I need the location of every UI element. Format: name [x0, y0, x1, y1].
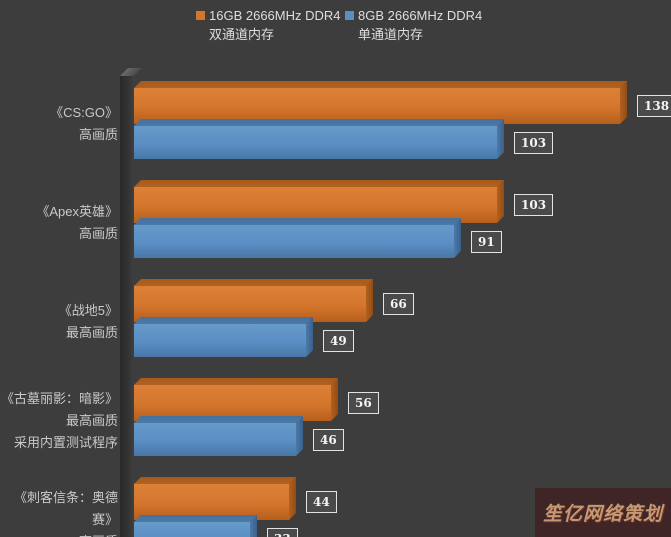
category-label: 《CS:GO》高画质: [0, 86, 118, 161]
bar-dual-channel-end-face: [366, 279, 373, 322]
bar-dual-channel-top-face: [134, 378, 338, 385]
category-label-line: 最高画质: [65, 412, 118, 428]
bar-dual-channel-end-face: [289, 477, 296, 520]
legend-swatch-blue-icon: [345, 11, 354, 20]
category-label-line: 《刺客信条：奥德赛》: [13, 489, 118, 527]
category-label-line: 高画质: [79, 531, 118, 537]
legend-item-single-channel: 8GB 2666MHz DDR4 单通道内存: [345, 6, 482, 44]
legend-label-single-line2: 单通道内存: [358, 27, 424, 42]
value-label: 91: [471, 230, 502, 253]
bar-single-channel: [134, 324, 306, 357]
bar-single-channel-top-face: [134, 515, 257, 522]
bar-single-channel-top-face: [134, 416, 303, 423]
bar-dual-channel-end-face: [331, 378, 338, 421]
bar-single-channel-end-face: [306, 317, 313, 357]
bar-dual-channel-top-face: [134, 477, 296, 484]
bar-single-channel: [134, 522, 250, 537]
bar-single-channel-top-face: [134, 317, 313, 324]
bar-dual-channel-end-face: [497, 180, 504, 223]
axis-wall: [120, 76, 134, 537]
legend-label-dual-line1: 16GB 2666MHz DDR4: [209, 8, 341, 23]
category-label-line: 《战地5》: [58, 302, 118, 318]
value-label: 46: [313, 428, 344, 451]
bar-single-channel-end-face: [497, 119, 504, 159]
category-label-line: 高画质: [78, 126, 118, 142]
value-label: 66: [383, 293, 414, 315]
bar-single-channel: [134, 423, 296, 456]
legend-label-single-line1: 8GB 2666MHz DDR4: [358, 8, 483, 23]
bar-dual-channel: [134, 484, 289, 520]
bar-dual-channel-top-face: [134, 81, 627, 88]
bar-dual-channel: [134, 286, 366, 322]
category-label-line: 《CS:GO》: [50, 104, 118, 120]
category-label: 《战地5》最高画质: [0, 284, 118, 359]
bar-dual-channel: [134, 88, 620, 124]
legend-swatch-orange-icon: [196, 11, 205, 20]
axis-wall-top-face: [120, 68, 142, 76]
bar-single-channel-end-face: [296, 416, 303, 456]
bar-single-channel-top-face: [134, 119, 504, 126]
watermark-badge: 笙亿网络策划: [535, 488, 671, 537]
value-label: 49: [323, 329, 354, 352]
category-label-line: 《古墓丽影：暗影》: [0, 390, 118, 406]
legend-label-dual-line2: 双通道内存: [209, 27, 275, 42]
value-label: 56: [348, 392, 379, 414]
bar-dual-channel: [134, 187, 497, 223]
bar-dual-channel: [134, 385, 331, 421]
value-label: 103: [514, 194, 554, 216]
category-label-line: 高画质: [78, 225, 118, 241]
bar-single-channel-top-face: [134, 218, 461, 225]
bar-single-channel-end-face: [454, 218, 461, 258]
bar-dual-channel-top-face: [134, 279, 373, 286]
category-label-line: 《Apex英雄》: [36, 203, 118, 219]
category-label-line: 采用内置测试程序: [13, 434, 118, 450]
bar-single-channel: [134, 126, 497, 159]
bar-single-channel: [134, 225, 454, 258]
legend-item-dual-channel: 16GB 2666MHz DDR4 双通道内存: [196, 6, 341, 44]
value-label: 44: [306, 491, 337, 513]
value-label: 138: [637, 95, 671, 117]
bar-dual-channel-end-face: [620, 81, 627, 124]
category-label: 《Apex英雄》高画质: [0, 185, 118, 260]
category-label-line: 最高画质: [65, 324, 118, 340]
value-label: 33: [267, 527, 298, 537]
bar-dual-channel-top-face: [134, 180, 504, 187]
value-label: 103: [514, 131, 554, 154]
category-label: 《古墓丽影：暗影》最高画质采用内置测试程序: [0, 383, 118, 458]
category-label: 《刺客信条：奥德赛》高画质: [0, 482, 118, 537]
